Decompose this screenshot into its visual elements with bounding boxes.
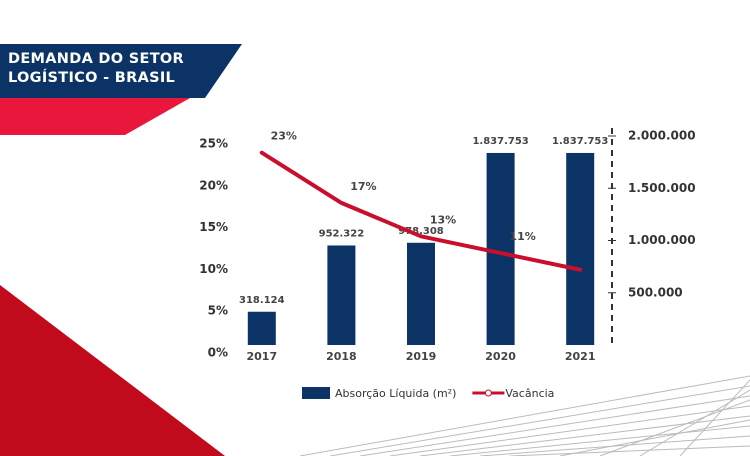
y-tick-label: 20% bbox=[199, 178, 228, 192]
bar bbox=[566, 152, 595, 345]
bar bbox=[407, 242, 435, 345]
x-tick-label: 2017 bbox=[246, 350, 277, 363]
banner-accent bbox=[0, 98, 190, 135]
line-value-label: 23% bbox=[271, 130, 297, 143]
legend-label: Vacância bbox=[505, 387, 554, 400]
y-tick-label: 0% bbox=[208, 346, 228, 360]
bar bbox=[247, 311, 276, 345]
y2-tick-label: 1.000.000 bbox=[628, 233, 696, 247]
x-tick-label: 2020 bbox=[485, 350, 516, 363]
line-value-label: 17% bbox=[350, 180, 376, 193]
y2-tick-label: 500.000 bbox=[628, 285, 683, 299]
x-tick-label: 2018 bbox=[326, 350, 357, 363]
y2-tick-label: 1.500.000 bbox=[628, 181, 696, 195]
banner bbox=[0, 44, 242, 98]
bar bbox=[327, 245, 356, 345]
corner-decoration bbox=[0, 285, 225, 456]
bar-value-label: 952.322 bbox=[319, 228, 365, 239]
chart-title: DEMANDA DO SETOR LOGÍSTICO - BRASIL bbox=[8, 51, 184, 86]
legend-swatch bbox=[302, 387, 330, 399]
legend-label: Absorção Líquida (m²) bbox=[335, 387, 456, 400]
line-value-label: 13% bbox=[430, 213, 456, 226]
y-tick-label: 5% bbox=[208, 304, 228, 318]
legend-marker bbox=[484, 389, 492, 397]
hatch-decoration bbox=[299, 375, 750, 456]
bar-value-label: 1.837.753 bbox=[472, 136, 528, 147]
bar bbox=[486, 152, 515, 345]
x-tick-label: 2021 bbox=[565, 350, 596, 363]
y-tick-label: 25% bbox=[199, 137, 228, 151]
bar-value-label: 978.308 bbox=[398, 226, 444, 237]
y2-tick-label: 2.000.000 bbox=[628, 129, 696, 143]
y-tick-label: 15% bbox=[199, 220, 228, 234]
bar-value-label: 318.124 bbox=[239, 295, 285, 306]
line bbox=[259, 150, 583, 272]
bar-value-label: 1.837.753 bbox=[552, 136, 608, 147]
x-tick-label: 2019 bbox=[406, 350, 437, 363]
y-tick-label: 10% bbox=[199, 262, 228, 276]
line-value-label: 11% bbox=[509, 230, 535, 243]
